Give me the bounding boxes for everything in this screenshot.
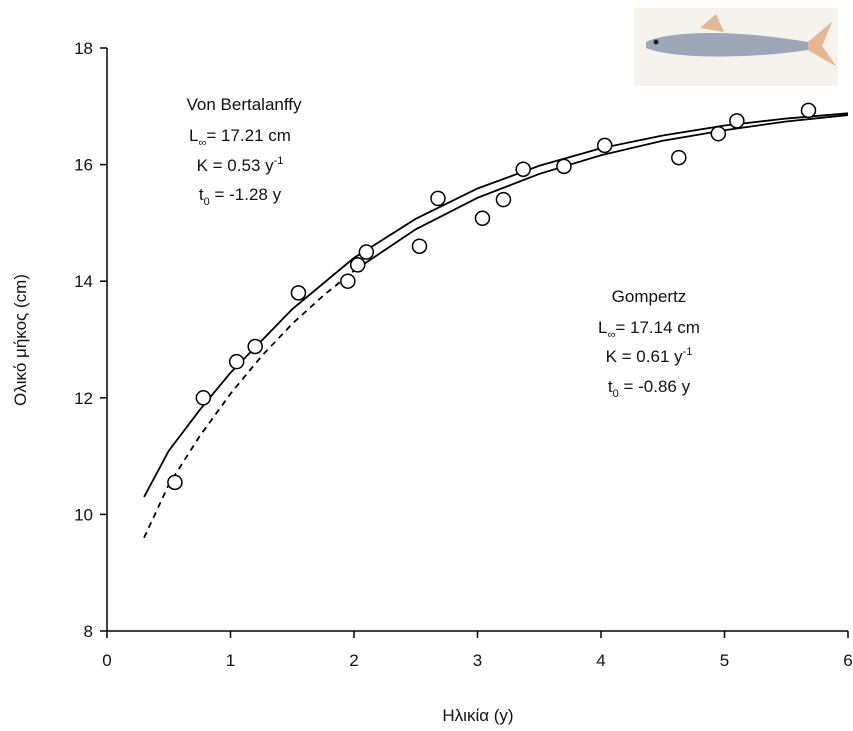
data-point xyxy=(349,257,366,273)
x-tick-label: 1 xyxy=(226,651,235,670)
y-tick-label: 18 xyxy=(74,39,93,58)
annotation-part: = 17.14 cm xyxy=(615,318,700,337)
x-tick-label: 2 xyxy=(349,651,358,670)
annotation-sub: 0 xyxy=(613,388,619,400)
x-tick-label: 6 xyxy=(843,651,852,670)
x-axis-label: Ηλικία (y) xyxy=(442,706,513,725)
annotation-text: L∞= 17.14 cm xyxy=(598,318,700,341)
annotation-part: K = 0.53 y xyxy=(197,156,275,175)
annotation-part: L xyxy=(189,126,198,145)
annotation-part: = -0.86 y xyxy=(619,377,691,396)
annotation: Von Bertalanffy L∞= 17.21 cm K = 0.53 y-… xyxy=(187,95,302,208)
data-point xyxy=(167,474,183,491)
data-point xyxy=(729,113,745,129)
data-point xyxy=(228,353,245,370)
fit-curve xyxy=(143,270,355,539)
annotation-part: L xyxy=(598,318,607,337)
annotation-text: K = 0.61 y-1 xyxy=(606,346,693,366)
annotation-text: t0 = -1.28 y xyxy=(199,185,282,208)
y-tick-label: 10 xyxy=(74,505,93,524)
annotation-sup: -1 xyxy=(274,155,284,167)
annotation-part: K = 0.61 y xyxy=(606,347,684,366)
fish-fin xyxy=(700,14,724,32)
annotation-title: Von Bertalanffy xyxy=(187,95,302,114)
annotation-sup: -1 xyxy=(683,346,693,358)
data-point xyxy=(195,390,212,406)
y-axis-label: Ολικό μήκος (cm) xyxy=(11,274,30,406)
fish-tail xyxy=(808,22,836,66)
data-point xyxy=(247,338,263,355)
annotation-title: Gompertz xyxy=(612,287,687,306)
annotation-text: L∞= 17.21 cm xyxy=(189,126,291,149)
annotation-part: = -1.28 y xyxy=(210,185,282,204)
annotation-part: t xyxy=(199,185,204,204)
data-point xyxy=(800,102,817,119)
y-tick-label: 12 xyxy=(74,389,93,408)
y-tick-label: 8 xyxy=(84,622,93,641)
data-point xyxy=(340,273,356,289)
data-point xyxy=(411,238,428,254)
data-point xyxy=(358,244,375,260)
data-point xyxy=(515,161,531,178)
data-point xyxy=(474,210,491,226)
fit-curve xyxy=(353,114,849,272)
fish-body xyxy=(646,22,836,66)
data-point xyxy=(710,125,727,142)
data-point xyxy=(430,190,446,207)
annotation: Gompertz L∞= 17.14 cm K = 0.61 y-1 t0 = … xyxy=(598,287,700,400)
data-point xyxy=(556,158,572,175)
y-tick-label: 16 xyxy=(74,156,93,175)
fish-image xyxy=(634,8,838,86)
annotation-text: t0 = -0.86 y xyxy=(608,377,691,400)
data-point xyxy=(671,149,687,166)
x-tick-label: 4 xyxy=(596,651,605,670)
data-point xyxy=(596,137,613,154)
annotation-part: = 17.21 cm xyxy=(206,126,291,145)
x-tick-label: 0 xyxy=(102,651,111,670)
data-point xyxy=(495,191,512,208)
annotation-text: K = 0.53 y-1 xyxy=(197,155,284,175)
x-tick-label: 3 xyxy=(473,651,482,670)
fish-eye xyxy=(653,39,659,45)
annotation-sub: ∞ xyxy=(199,137,207,149)
data-point xyxy=(290,285,307,301)
annotation-sub: ∞ xyxy=(608,329,616,341)
annotation-sub: 0 xyxy=(204,196,210,208)
y-tick-label: 14 xyxy=(74,272,93,291)
x-tick-label: 5 xyxy=(720,651,729,670)
annotation-part: t xyxy=(608,377,613,396)
